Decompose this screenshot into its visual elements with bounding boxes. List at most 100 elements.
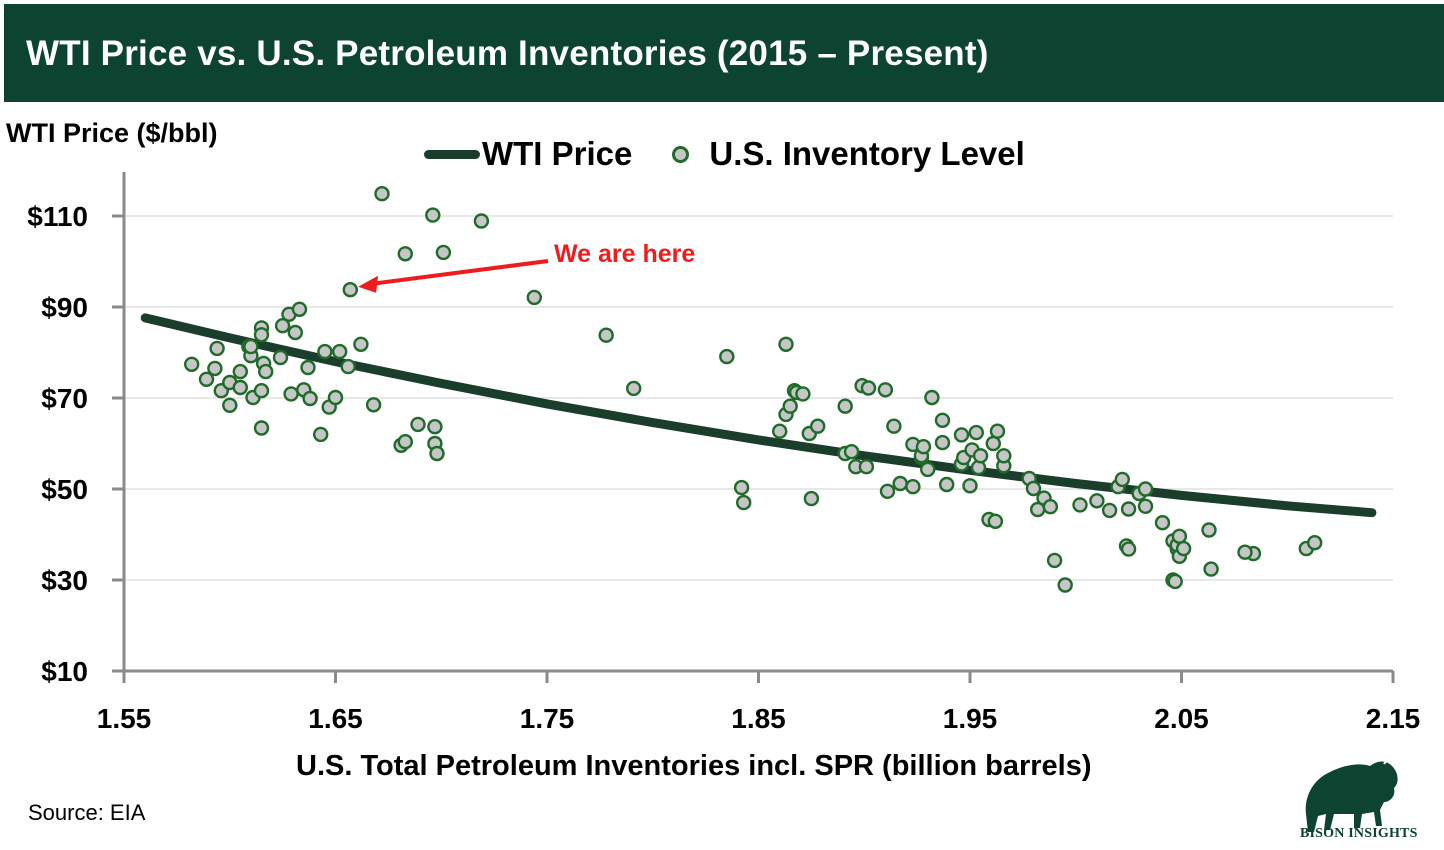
inventory-point bbox=[291, 301, 308, 317]
inventory-point bbox=[939, 476, 955, 493]
inventory-point bbox=[253, 327, 270, 343]
inventory-point bbox=[1089, 493, 1105, 509]
inventory-point bbox=[733, 479, 750, 496]
inventory-point bbox=[340, 358, 356, 375]
inventory-point bbox=[877, 382, 894, 398]
inventory-point bbox=[598, 327, 614, 343]
x-tick-label: 1.95 bbox=[943, 703, 998, 734]
inventory-point bbox=[183, 356, 200, 372]
x-tick-label: 1.75 bbox=[520, 703, 575, 734]
x-tick-label: 2.05 bbox=[1154, 703, 1209, 734]
inventory-point bbox=[300, 359, 316, 376]
inventory-point bbox=[1237, 544, 1253, 560]
inventory-point bbox=[209, 340, 225, 357]
inventory-point bbox=[953, 427, 970, 443]
inventory-point bbox=[920, 461, 936, 478]
inventory-point bbox=[207, 360, 223, 377]
inventory-point bbox=[397, 434, 413, 450]
legend-label-inventory: U.S. Inventory Level bbox=[709, 135, 1025, 172]
inventory-point bbox=[1025, 480, 1042, 497]
inventory-point bbox=[989, 423, 1006, 439]
inventory-point bbox=[1120, 501, 1137, 517]
inventory-point bbox=[860, 380, 877, 396]
inventory-point bbox=[232, 379, 249, 396]
x-axis-title: U.S. Total Petroleum Inventories incl. S… bbox=[296, 750, 1092, 782]
inventory-point bbox=[283, 386, 299, 402]
inventory-point bbox=[886, 418, 902, 434]
source-note: Source: EIA bbox=[28, 800, 146, 825]
annotation-arrow-shaft bbox=[371, 259, 549, 286]
inventory-point bbox=[736, 494, 752, 511]
legend-marker-swatch bbox=[672, 145, 690, 163]
inventory-point bbox=[1137, 481, 1154, 497]
y-tick-label: $110 bbox=[27, 201, 88, 232]
inventory-point bbox=[892, 475, 908, 492]
annotation-arrow-head bbox=[358, 275, 379, 293]
inventory-point bbox=[934, 412, 951, 428]
wti-price-trend-line bbox=[140, 313, 1377, 518]
axes bbox=[112, 172, 1395, 683]
inventory-point bbox=[915, 439, 932, 455]
inventory-point bbox=[837, 398, 853, 414]
x-tick-label: 2.15 bbox=[1366, 703, 1421, 734]
inventory-point bbox=[1042, 499, 1059, 515]
legend-label-wti-price: WTI Price bbox=[482, 135, 633, 172]
inventory-point bbox=[1101, 502, 1118, 519]
logo-text: BISON INSIGHTS bbox=[1300, 826, 1418, 841]
legend: WTI Price U.S. Inventory Level bbox=[424, 134, 1025, 174]
y-tick-label: $30 bbox=[41, 565, 88, 596]
tick-labels: $10 $30 $50 $70 $90 $110 1.55 1.65 1.75 1.85 1.95 2… bbox=[27, 201, 1420, 734]
inventory-point bbox=[1306, 535, 1323, 551]
inventory-point bbox=[772, 423, 788, 439]
inventory-point bbox=[1114, 471, 1131, 488]
inventory-point bbox=[810, 418, 826, 434]
inventory-point bbox=[1175, 540, 1192, 557]
inventory-point bbox=[1171, 528, 1188, 544]
inventory-point bbox=[626, 380, 642, 397]
inventory-point bbox=[924, 389, 940, 406]
y-axis-title: WTI Price ($/bbl) bbox=[6, 118, 218, 148]
y-tick-label: $10 bbox=[41, 656, 88, 687]
inventory-point bbox=[287, 324, 303, 341]
inventory-point bbox=[843, 444, 860, 460]
inventory-point bbox=[302, 390, 318, 407]
inventory-point bbox=[243, 338, 259, 355]
inventory-point bbox=[222, 397, 238, 413]
x-tick-label: 1.85 bbox=[731, 703, 786, 734]
inventory-point bbox=[526, 289, 542, 306]
inventory-point bbox=[858, 459, 875, 475]
inventory-point bbox=[1154, 515, 1171, 531]
inventory-point bbox=[934, 434, 951, 451]
inventory-point bbox=[374, 185, 390, 202]
x-tick-label: 1.55 bbox=[97, 703, 152, 734]
inventory-point bbox=[313, 426, 329, 443]
inventory-point bbox=[327, 389, 344, 406]
inventory-point bbox=[272, 349, 289, 366]
inventory-point bbox=[972, 448, 989, 464]
inventory-point bbox=[253, 383, 270, 399]
inventory-point bbox=[435, 244, 452, 261]
inventory-point bbox=[987, 513, 1004, 529]
inventory-point bbox=[778, 336, 794, 352]
inventory-point bbox=[1167, 573, 1183, 590]
inventory-point bbox=[803, 490, 820, 507]
inventory-point bbox=[879, 483, 896, 499]
inventory-point bbox=[795, 386, 811, 402]
inventory-point bbox=[274, 318, 291, 334]
inventory-point bbox=[962, 478, 978, 494]
chart-title: WTI Price vs. U.S. Petroleum Inventories… bbox=[26, 34, 989, 73]
inventory-point bbox=[473, 213, 490, 229]
y-tick-label: $50 bbox=[41, 474, 88, 505]
inventory-point bbox=[397, 246, 413, 262]
inventory-point bbox=[198, 371, 215, 387]
inventory-point bbox=[353, 336, 369, 352]
inventory-point bbox=[317, 343, 333, 360]
bison-logo-icon bbox=[1305, 758, 1398, 832]
inventory-point bbox=[782, 398, 798, 414]
inventory-point bbox=[985, 435, 1001, 452]
legend-line-swatch bbox=[424, 149, 480, 159]
inventory-point bbox=[1201, 522, 1217, 538]
inventory-point bbox=[342, 282, 358, 298]
inventory-point bbox=[332, 343, 348, 360]
